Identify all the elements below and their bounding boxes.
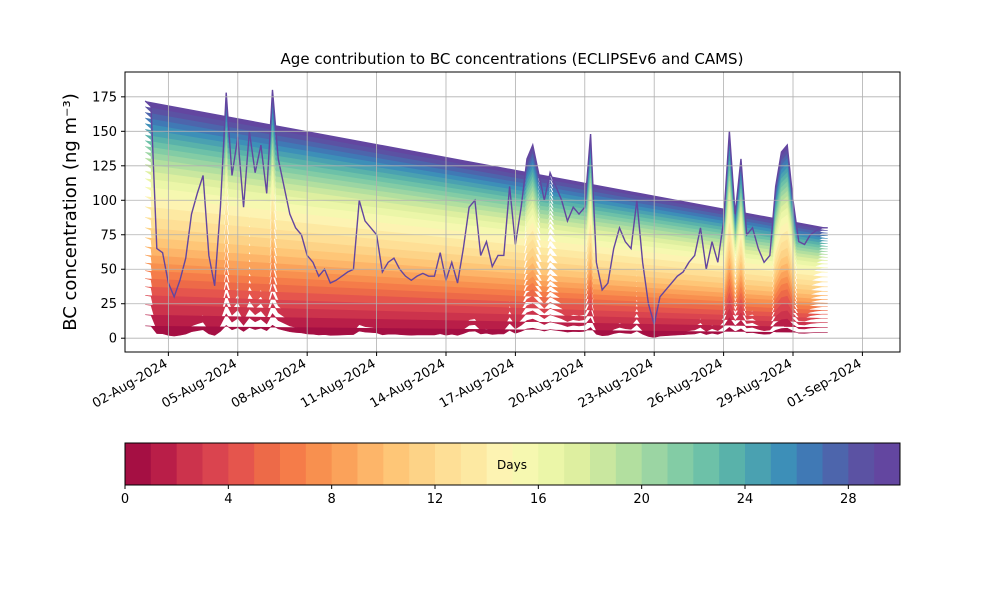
colorbar-swatch	[693, 443, 720, 485]
colorbar-swatch	[383, 443, 410, 485]
y-tick-label: 75	[100, 228, 117, 243]
colorbar-swatch	[615, 443, 643, 485]
colorbar-swatch	[228, 443, 255, 485]
y-tick-label: 100	[92, 194, 117, 209]
colorbar-swatch	[486, 443, 513, 485]
colorbar-swatch	[564, 443, 591, 485]
colorbar-swatch	[280, 443, 307, 485]
x-tick-label: 14-Aug-2024	[368, 356, 448, 411]
colorbar-swatch	[460, 443, 488, 485]
colorbar-swatch	[874, 443, 901, 485]
x-tick-label: 08-Aug-2024	[229, 356, 309, 411]
colorbar-swatch	[719, 443, 746, 485]
y-tick-label: 25	[100, 297, 117, 312]
y-tick-label: 150	[92, 125, 117, 140]
colorbar-swatch	[745, 443, 772, 485]
y-axis-label: BC concentration (ng m⁻³)	[60, 93, 81, 331]
colorbar-tick-label: 24	[737, 492, 754, 507]
colorbar-swatch	[796, 443, 823, 485]
colorbar-swatch	[590, 443, 617, 485]
colorbar-swatch	[176, 443, 203, 485]
x-tick-label: 05-Aug-2024	[159, 356, 239, 411]
y-tick-label: 0	[109, 332, 117, 347]
y-tick-label: 175	[92, 90, 117, 105]
colorbar-tick-label: 28	[840, 492, 857, 507]
colorbar-swatch	[305, 443, 333, 485]
x-tick-label: 01-Sep-2024	[785, 356, 865, 411]
y-tick-label: 125	[92, 159, 117, 174]
x-tick-label: 29-Aug-2024	[715, 356, 795, 411]
grid	[125, 72, 900, 352]
colorbar-swatch	[667, 443, 694, 485]
colorbar-swatch	[822, 443, 849, 485]
colorbar-label: Days	[497, 458, 527, 472]
colorbar-tick-label: 20	[633, 492, 650, 507]
colorbar-swatch	[435, 443, 462, 485]
colorbar-frame	[124, 442, 901, 486]
age-band-0	[145, 324, 828, 338]
plot-area: 0 25 50 75 100 125 150 175 02-Aug-202405-Aug-202…	[90, 71, 901, 412]
chart-title: Age contribution to BC concentrations (E…	[281, 50, 744, 68]
colorbar-swatch	[409, 443, 436, 485]
x-tick-label: 02-Aug-2024	[90, 356, 170, 411]
colorbar-tick-label: 0	[121, 492, 129, 507]
plot-frame	[124, 71, 901, 353]
x-tick-label: 17-Aug-2024	[437, 356, 517, 411]
colorbar-tick-label: 4	[224, 492, 232, 507]
colorbar-tick-label: 12	[427, 492, 444, 507]
colorbar-tick-label: 16	[530, 492, 547, 507]
colorbar-swatch	[202, 443, 229, 485]
colorbar-swatch	[641, 443, 668, 485]
colorbar-swatch	[848, 443, 875, 485]
colorbar-swatch	[331, 443, 358, 485]
x-tick-label: 26-Aug-2024	[645, 356, 725, 411]
colorbar-tick-label: 8	[328, 492, 336, 507]
colorbar-swatch	[538, 443, 565, 485]
x-tick-label: 11-Aug-2024	[298, 356, 378, 411]
colorbar-swatch	[150, 443, 178, 485]
colorbar-swatch	[357, 443, 384, 485]
colorbar-swatch	[254, 443, 281, 485]
x-tick-label: 20-Aug-2024	[506, 356, 586, 411]
x-tick-label: 23-Aug-2024	[576, 356, 656, 411]
age-bands	[145, 89, 828, 338]
colorbar: 0 4 8 12 16 20 24 28	[121, 442, 901, 507]
y-tick-label: 50	[100, 263, 117, 278]
total-line	[144, 89, 828, 325]
colorbar-swatch	[125, 443, 152, 485]
colorbar-swatch	[512, 443, 539, 485]
colorbar-swatch	[770, 443, 798, 485]
